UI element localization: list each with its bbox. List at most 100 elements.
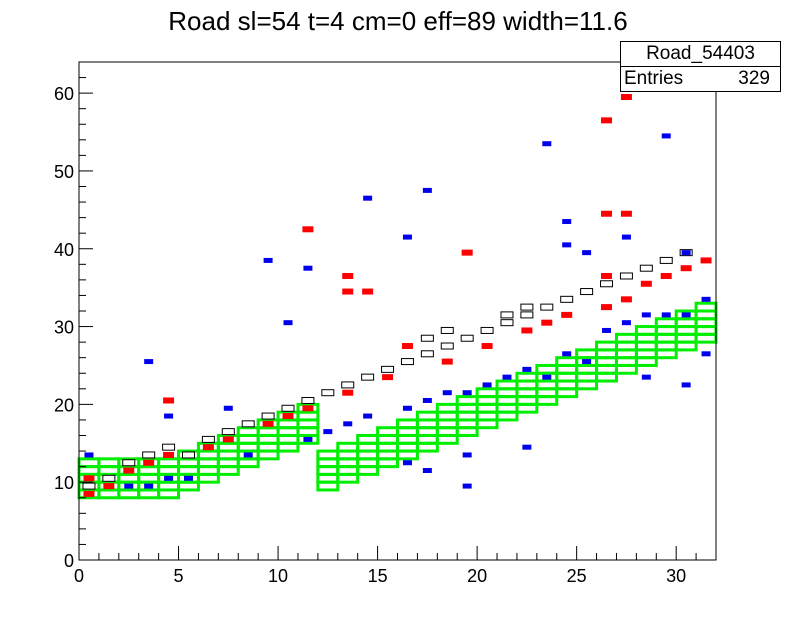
x-tick-label: 10 — [268, 566, 288, 586]
blue-point — [323, 429, 333, 435]
blue-point — [482, 382, 492, 388]
blue-point — [661, 312, 671, 318]
red-point — [601, 117, 613, 124]
blue-point — [164, 475, 174, 481]
blue-point — [442, 390, 452, 396]
red-point — [83, 475, 95, 482]
red-point — [362, 288, 374, 295]
histogram-box — [82, 482, 96, 490]
road-cell — [654, 317, 678, 329]
blue-point — [641, 312, 651, 318]
red-point — [342, 288, 354, 295]
red-point — [481, 343, 493, 350]
histogram-box — [500, 319, 514, 327]
red-point — [620, 210, 632, 217]
blue-point — [422, 397, 432, 403]
road-cell — [336, 441, 360, 453]
x-tick-label: 20 — [467, 566, 487, 586]
histogram-box — [361, 373, 375, 381]
red-point — [282, 413, 294, 420]
blue-point — [303, 265, 313, 271]
plot-frame — [78, 61, 717, 561]
road-band-layer — [77, 301, 718, 500]
histogram-box — [540, 303, 554, 311]
red-point — [680, 265, 692, 272]
road-cell — [396, 418, 419, 430]
red-point — [401, 343, 413, 350]
blue-point — [243, 452, 253, 458]
red-point — [143, 459, 155, 466]
blue-point — [144, 359, 154, 365]
histogram-box — [440, 326, 454, 334]
histogram-box — [659, 256, 673, 264]
blue-point — [124, 483, 134, 489]
histogram-box — [619, 272, 633, 280]
x-tick-label: 5 — [174, 566, 184, 586]
road-cell — [455, 395, 479, 406]
road-cell — [575, 348, 599, 360]
road-cell — [77, 457, 101, 469]
blue-point — [422, 468, 432, 474]
red-point — [620, 94, 632, 101]
y-tick-label: 20 — [54, 395, 74, 415]
blue-point — [661, 133, 671, 139]
histogram-box — [480, 326, 494, 334]
blue-point — [562, 351, 572, 357]
histogram-box — [580, 288, 594, 296]
histogram-box — [321, 389, 335, 397]
road-cell — [236, 426, 260, 437]
blue-point — [502, 374, 512, 380]
blue-point — [223, 405, 233, 411]
blue-point — [562, 219, 572, 225]
red-point — [382, 374, 394, 381]
histogram-box — [440, 342, 454, 350]
histogram-box — [460, 334, 474, 342]
red-point — [640, 280, 652, 287]
blue-point — [641, 374, 651, 380]
red-point — [103, 483, 115, 490]
histogram-box — [122, 459, 136, 467]
road-cell — [97, 457, 121, 469]
road-cell — [475, 387, 499, 399]
red-point — [541, 319, 553, 326]
blue-point — [542, 374, 552, 380]
blue-point — [462, 483, 472, 489]
x-tick-label: 25 — [567, 566, 587, 586]
histogram-box — [639, 264, 653, 272]
x-tick-label: 30 — [666, 566, 686, 586]
road-cell — [555, 356, 579, 367]
stats-histogram-name: Road_54403 — [621, 42, 780, 67]
blue-point — [283, 320, 293, 326]
y-tick-label: 50 — [54, 162, 74, 182]
blue-point — [582, 250, 592, 256]
histogram-box — [181, 451, 195, 459]
road-cell — [535, 363, 559, 375]
histogram-box — [201, 435, 215, 443]
road-cell — [495, 379, 519, 391]
blue-point — [183, 475, 193, 481]
blue-point — [462, 390, 472, 396]
histogram-box — [381, 365, 395, 373]
red-point — [700, 257, 712, 264]
histogram-box — [221, 428, 235, 436]
blue-point — [522, 444, 532, 450]
blue-point — [562, 242, 572, 248]
y-tick-label: 30 — [54, 318, 74, 338]
blue-point — [363, 195, 373, 201]
red-point — [163, 451, 175, 458]
histogram-box — [560, 295, 574, 303]
blue-point — [164, 413, 174, 419]
histogram-box — [420, 350, 434, 358]
red-point — [620, 296, 632, 303]
blue-point — [263, 257, 273, 263]
blue-point — [303, 436, 313, 442]
blue-point — [602, 327, 612, 333]
red-point — [222, 436, 234, 443]
x-tick-label: 15 — [368, 566, 388, 586]
y-tick-label: 10 — [54, 473, 74, 493]
stats-entries-label: Entries — [624, 68, 684, 89]
y-tick-label: 60 — [54, 84, 74, 104]
road-cell — [634, 325, 658, 336]
blue-point — [343, 421, 353, 427]
blue-point — [84, 452, 94, 458]
